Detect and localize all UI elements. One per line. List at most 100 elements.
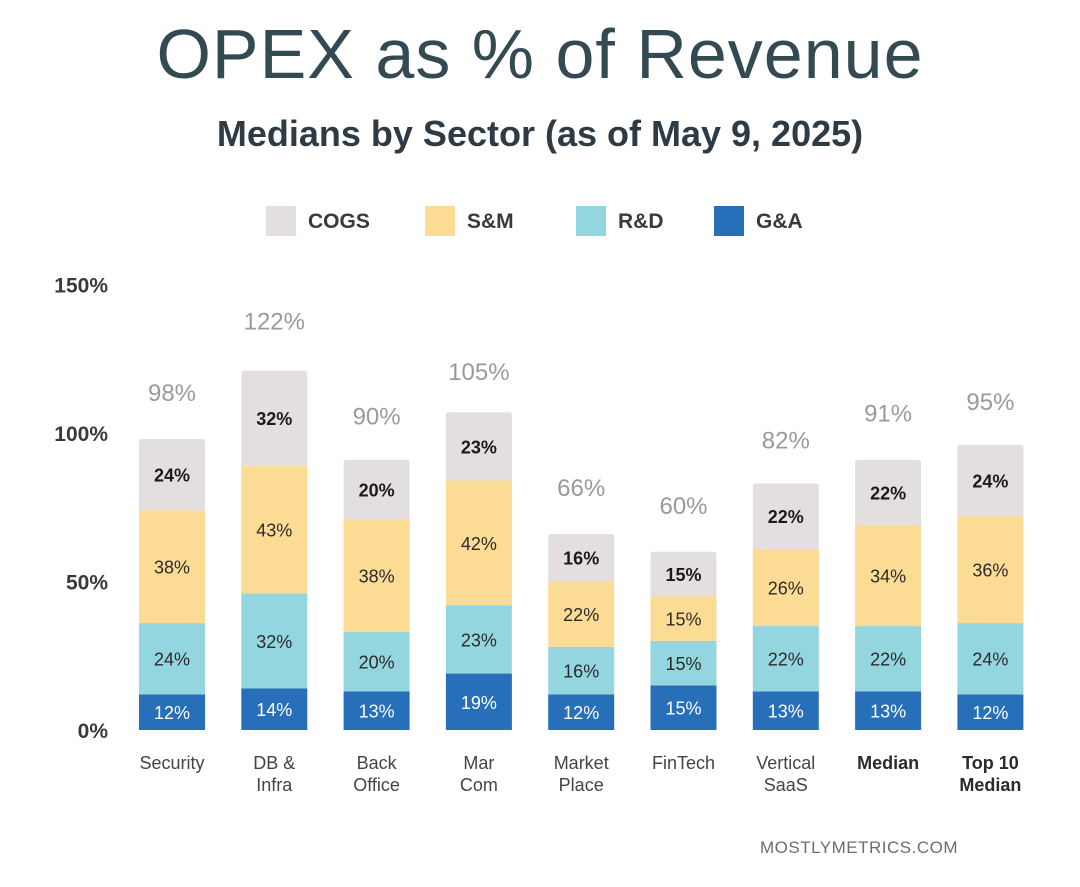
bar-segment-cogs <box>548 533 615 582</box>
data-label-cogs: 24% <box>972 472 1008 492</box>
bar-segment-cogs <box>752 483 819 549</box>
legend-label-rd: R&D <box>618 210 664 233</box>
total-label: 122% <box>244 309 305 336</box>
y-tick-label: 150% <box>54 275 108 298</box>
data-label-cogs: 23% <box>461 437 497 457</box>
bar-segment-s-m <box>548 581 615 647</box>
data-label-r-d: 16% <box>563 662 599 682</box>
bar-segment-g-a <box>957 694 1024 730</box>
bar-segment-s-m <box>343 519 410 632</box>
bar-segment-r-d <box>139 623 205 695</box>
data-label-cogs: 24% <box>154 466 190 486</box>
bar-segment-r-d <box>752 626 819 692</box>
data-label-g-a: 13% <box>359 702 395 722</box>
bar-segment-r-d <box>957 623 1024 695</box>
category-label: Back <box>357 753 398 773</box>
bar-segment-cogs <box>650 551 717 597</box>
bar-segment-g-a <box>241 688 308 730</box>
category-label: Median <box>959 775 1021 795</box>
data-label-r-d: 24% <box>972 650 1008 670</box>
bar-segment-r-d <box>650 640 717 686</box>
data-label-g-a: 12% <box>972 703 1008 723</box>
data-label-cogs: 32% <box>256 409 292 429</box>
data-label-s-m: 42% <box>461 534 497 554</box>
category-label: Com <box>460 775 498 795</box>
total-label: 105% <box>448 359 509 386</box>
legend-label-cogs: COGS <box>308 210 370 233</box>
data-label-r-d: 15% <box>665 654 701 674</box>
category-label: Office <box>353 775 400 795</box>
bar-segment-s-m <box>445 480 512 606</box>
legend-swatch-ga <box>714 206 744 236</box>
bar-segment-s-m <box>139 510 205 624</box>
bar-segment-cogs <box>241 370 308 466</box>
data-label-cogs: 22% <box>870 483 906 503</box>
data-label-s-m: 34% <box>870 567 906 587</box>
y-tick-label: 50% <box>66 572 108 595</box>
category-label: Mar <box>463 753 494 773</box>
data-label-cogs: 22% <box>768 507 804 527</box>
chart-legend: COGS S&M R&D G&A <box>0 204 1080 240</box>
legend-swatch-rd <box>576 206 606 236</box>
category-label: Infra <box>256 775 293 795</box>
bar-segment-cogs <box>343 459 410 520</box>
bar-segment-g-a <box>650 685 717 730</box>
data-label-r-d: 32% <box>256 632 292 652</box>
data-label-g-a: 15% <box>665 699 701 719</box>
bar-segment-g-a <box>445 673 512 730</box>
category-label: Vertical <box>756 753 815 773</box>
data-label-g-a: 12% <box>154 703 190 723</box>
category-label: Place <box>559 775 604 795</box>
bar-segment-s-m <box>957 516 1024 624</box>
data-label-r-d: 20% <box>359 653 395 673</box>
category-label: DB & <box>253 753 295 773</box>
data-label-cogs: 15% <box>665 565 701 585</box>
legend-swatch-sm <box>425 206 455 236</box>
data-label-g-a: 19% <box>461 693 497 713</box>
data-label-g-a: 13% <box>768 702 804 722</box>
data-label-g-a: 14% <box>256 700 292 720</box>
legend-label-sm: S&M <box>467 210 514 233</box>
bar-segment-g-a <box>548 694 615 730</box>
category-label: SaaS <box>764 775 808 795</box>
legend-label-ga: G&A <box>756 210 803 233</box>
category-label: Top 10 <box>962 753 1019 773</box>
data-label-cogs: 16% <box>563 549 599 569</box>
data-label-s-m: 38% <box>154 558 190 578</box>
total-label: 90% <box>353 404 401 431</box>
bar-segment-r-d <box>855 626 922 692</box>
data-label-s-m: 22% <box>563 605 599 625</box>
bar-segment-g-a <box>855 691 922 730</box>
bar-segment-r-d <box>343 631 410 692</box>
data-label-r-d: 23% <box>461 630 497 650</box>
category-label: Market <box>554 753 609 773</box>
data-label-r-d: 24% <box>154 650 190 670</box>
total-label: 95% <box>966 389 1014 416</box>
bar-segment-cogs <box>855 459 922 526</box>
bar-segment-g-a <box>343 691 410 730</box>
bar-segment-s-m <box>855 525 922 627</box>
bar-segment-cogs <box>957 444 1024 517</box>
total-label: 66% <box>557 475 605 502</box>
data-label-g-a: 12% <box>563 703 599 723</box>
total-label: 60% <box>659 493 707 520</box>
bar-segment-g-a <box>139 694 205 730</box>
bar-segment-s-m <box>752 548 819 627</box>
bar-segment-r-d <box>548 646 615 695</box>
category-label: FinTech <box>652 753 715 773</box>
source-footer: MOSTLYMETRICS.COM <box>760 838 959 857</box>
chart-subtitle: Medians by Sector (as of May 9, 2025) <box>216 113 864 154</box>
chart-title: OPEX as % of Revenue <box>156 15 924 93</box>
data-label-s-m: 38% <box>359 567 395 587</box>
y-tick-label: 100% <box>54 423 108 446</box>
data-label-r-d: 22% <box>768 650 804 670</box>
data-label-s-m: 43% <box>256 521 292 541</box>
bar-segment-r-d <box>445 605 512 674</box>
bar-segment-cogs <box>445 412 512 481</box>
bar-segment-s-m <box>650 596 717 641</box>
legend-swatch-cogs <box>266 206 296 236</box>
category-label: Median <box>857 753 919 773</box>
bar-segment-r-d <box>241 593 308 689</box>
data-label-s-m: 36% <box>972 561 1008 581</box>
